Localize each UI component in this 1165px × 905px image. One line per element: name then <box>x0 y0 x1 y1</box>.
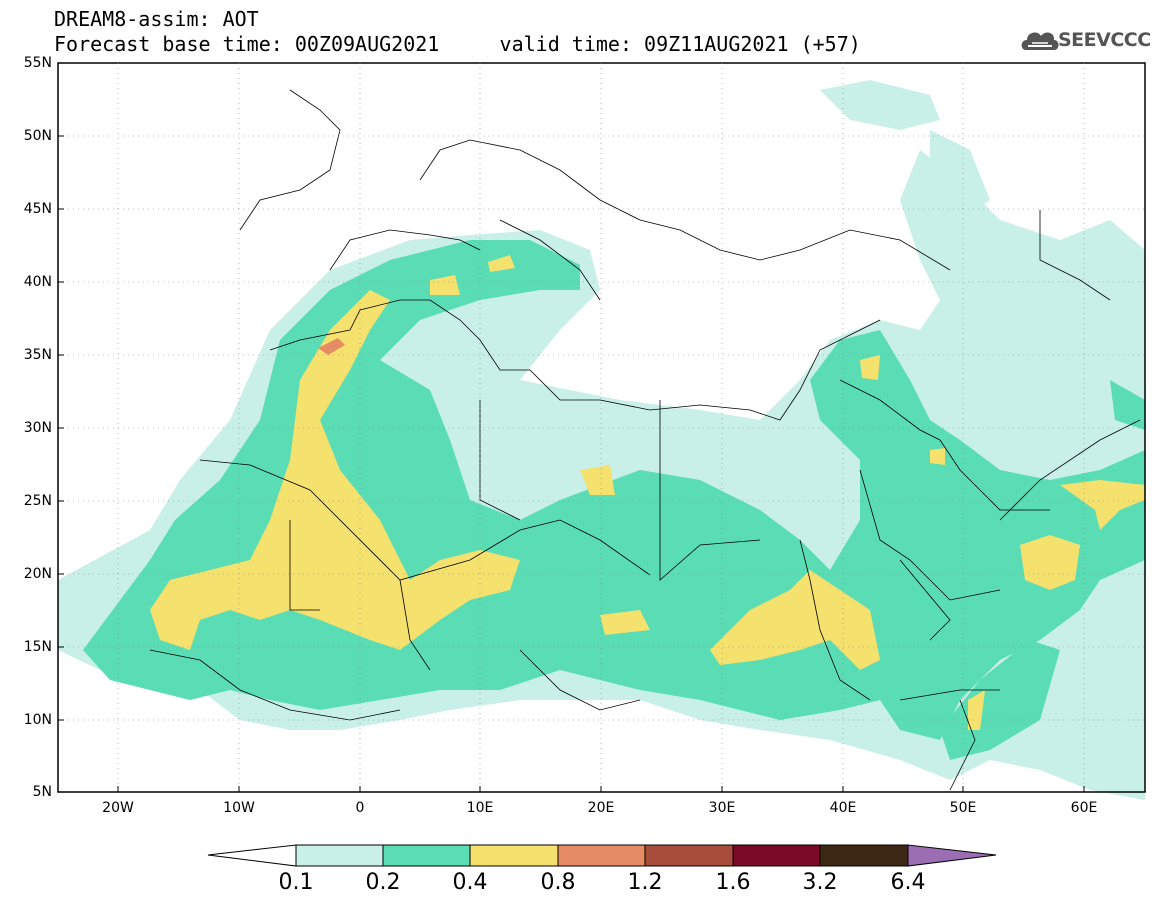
colorbar-label: 6.4 <box>890 870 926 895</box>
colorbar-label: 1.6 <box>715 870 751 895</box>
map-title: DREAM8-assim: AOT <box>54 7 259 31</box>
valid-time-value: 09Z11AUG2021 (+57) <box>644 32 861 56</box>
lon-label: 20E <box>587 800 615 816</box>
colorbar-label: 0.2 <box>365 870 401 895</box>
lat-label: 30N <box>23 420 52 436</box>
country-borders <box>149 89 1141 791</box>
gridlines <box>58 63 1145 792</box>
lat-label: 20N <box>23 566 52 582</box>
title-times: Forecast base time: 00Z09AUG2021 valid t… <box>54 33 861 55</box>
axis-ticks <box>58 135 1085 792</box>
lon-label: 10E <box>466 800 494 816</box>
colorbar-segment-1.2 <box>644 844 734 867</box>
lon-label: 40E <box>829 800 857 816</box>
lon-label: 20W <box>102 800 134 816</box>
lat-label: 10N <box>23 712 52 728</box>
lon-label: 30E <box>708 800 736 816</box>
base-time-label: Forecast base time: <box>54 32 283 56</box>
lat-label: 45N <box>23 201 52 217</box>
cloud-icon <box>1021 32 1059 50</box>
aot-layer-0.8 <box>318 338 345 355</box>
lat-label: 25N <box>23 493 52 509</box>
lon-label: 0 <box>355 800 365 816</box>
colorbar-segment-0.2 <box>382 844 471 867</box>
colorbar-segment-0.4 <box>469 844 559 867</box>
lat-label: 40N <box>23 274 52 290</box>
lat-label: 5N <box>32 784 52 800</box>
colorbar-segment-1.6 <box>732 844 821 867</box>
aot-layer-0.4 <box>150 255 1145 730</box>
lon-label: 50E <box>949 800 977 816</box>
lon-label: 60E <box>1070 800 1098 816</box>
colorbar-label: 0.8 <box>540 870 576 895</box>
colorbar-label: 0.1 <box>278 870 314 895</box>
base-time-value: 00Z09AUG2021 <box>294 32 440 56</box>
colorbar-label: 0.4 <box>452 870 488 895</box>
colorbar-label: 3.2 <box>802 870 838 895</box>
colorbar <box>207 844 997 867</box>
colorbar-label: 1.2 <box>627 870 663 895</box>
colorbar-low-arrow <box>207 844 297 867</box>
colorbar-high-arrow <box>907 844 997 867</box>
lat-label: 15N <box>23 639 52 655</box>
lon-label: 10W <box>223 800 255 816</box>
lat-label: 35N <box>23 347 52 363</box>
colorbar-segment-3.2 <box>819 844 909 867</box>
colorbar-segment-0.1 <box>295 844 384 867</box>
colorbar-segment-0.8 <box>557 844 646 867</box>
lat-label: 55N <box>23 55 52 71</box>
lat-label: 50N <box>23 128 52 144</box>
valid-time-label: valid time: <box>499 32 632 56</box>
logo-text: SEEVCCC <box>1058 29 1151 51</box>
